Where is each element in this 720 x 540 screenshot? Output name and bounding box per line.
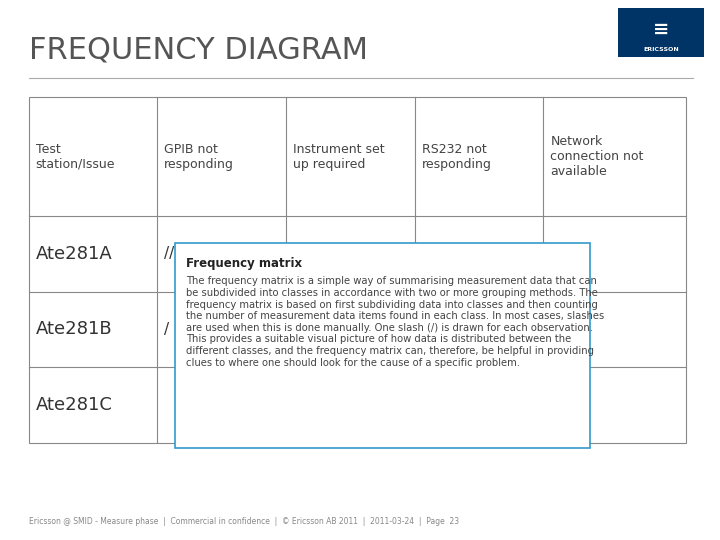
- Text: Frequency matrix: Frequency matrix: [186, 256, 302, 269]
- Text: ERICSSON: ERICSSON: [643, 47, 679, 52]
- Text: GPIB not
responding: GPIB not responding: [164, 143, 234, 171]
- Text: Instrument set
up required: Instrument set up required: [293, 143, 384, 171]
- Text: Test
station/Issue: Test station/Issue: [36, 143, 115, 171]
- Text: Ericsson @ SMID - Measure phase  |  Commercial in confidence  |  © Ericsson AB 2: Ericsson @ SMID - Measure phase | Commer…: [29, 517, 459, 526]
- Text: RS232 not
responding: RS232 not responding: [422, 143, 492, 171]
- Bar: [29, 97, 686, 443]
- Text: Ate281B: Ate281B: [36, 320, 112, 339]
- Text: ///: ///: [293, 246, 308, 261]
- Text: Ate281C: Ate281C: [36, 396, 112, 414]
- Text: FREQUENCY DIAGRAM: FREQUENCY DIAGRAM: [29, 36, 368, 65]
- Text: Ate281A: Ate281A: [36, 245, 112, 263]
- Text: ≡: ≡: [653, 20, 670, 39]
- Text: //: //: [422, 322, 432, 337]
- FancyBboxPatch shape: [175, 243, 590, 448]
- Text: /: /: [422, 246, 427, 261]
- Text: //: //: [164, 246, 175, 261]
- Text: The frequency matrix is a simple way of summarising measurement data that can
be: The frequency matrix is a simple way of …: [186, 276, 604, 368]
- Text: Network
connection not
available: Network connection not available: [550, 135, 644, 178]
- Text: /: /: [164, 322, 169, 337]
- FancyBboxPatch shape: [618, 8, 704, 57]
- Text: ////: ////: [293, 322, 313, 337]
